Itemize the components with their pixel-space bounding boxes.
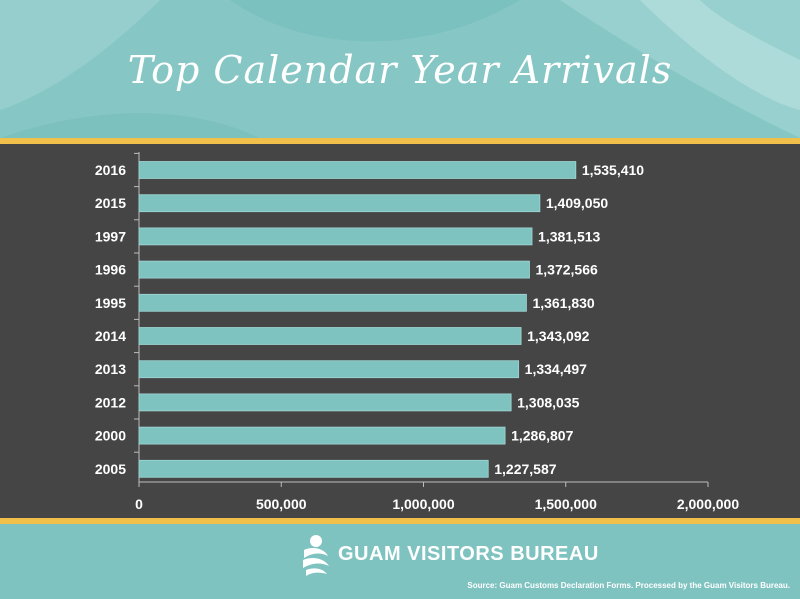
y-category-label: 1997	[95, 228, 126, 244]
bar	[138, 393, 512, 412]
bar-value-label: 1,343,092	[527, 328, 589, 344]
bar-value-label: 1,535,410	[582, 162, 644, 178]
y-category-label: 2005	[95, 461, 126, 477]
bar-value-label: 1,227,587	[494, 461, 556, 477]
bar-value-label: 1,381,513	[538, 228, 600, 244]
source-note: Source: Guam Customs Declaration Forms. …	[467, 581, 790, 590]
y-category-label: 2014	[95, 328, 126, 344]
x-tick-label: 1,000,000	[392, 496, 454, 512]
swirl-decoration	[0, 0, 800, 138]
bar	[138, 260, 530, 279]
chart-panel: 0 500,000 1,000,000 1,500,000 2,000,000 2016 1…	[0, 144, 800, 518]
gold-divider-bottom	[0, 518, 800, 524]
y-category-label: 2000	[95, 428, 126, 444]
bar	[138, 327, 522, 345]
x-tick-label: 1,500,000	[535, 496, 597, 512]
bar	[138, 161, 577, 179]
footer	[0, 524, 800, 599]
bar-value-label: 1,286,807	[511, 428, 573, 444]
y-category-label: 2015	[95, 195, 126, 211]
y-category-label: 2016	[95, 162, 126, 178]
bar	[138, 426, 506, 445]
bar	[138, 194, 541, 213]
bar-value-label: 1,372,566	[535, 262, 597, 278]
bar-value-label: 1,361,830	[532, 295, 594, 311]
bar	[138, 293, 527, 312]
page-title: Top Calendar Year Arrivals	[127, 48, 673, 92]
bar-value-label: 1,308,035	[517, 394, 579, 410]
header-banner: Top Calendar Year Arrivals	[0, 0, 800, 138]
bar-value-label: 1,334,497	[525, 361, 587, 377]
y-category-label: 1995	[95, 295, 126, 311]
guam-visitors-bureau-logo-icon	[303, 535, 329, 576]
y-category-label: 2012	[95, 394, 126, 410]
y-category-label: 1996	[95, 262, 126, 278]
bar	[138, 227, 533, 246]
x-tick-label: 2,000,000	[677, 496, 739, 512]
brand-name: GUAM VISITORS BUREAU	[338, 543, 599, 565]
gold-divider-top	[0, 138, 800, 144]
bar	[138, 459, 489, 478]
y-category-label: 2013	[95, 361, 126, 377]
bar	[138, 360, 520, 379]
bar-value-label: 1,409,050	[546, 195, 608, 211]
x-tick-label: 0	[135, 496, 143, 512]
bar-chart: 0 500,000 1,000,000 1,500,000 2,000,000 2016 1…	[95, 152, 739, 512]
x-tick-label: 500,000	[256, 496, 307, 512]
